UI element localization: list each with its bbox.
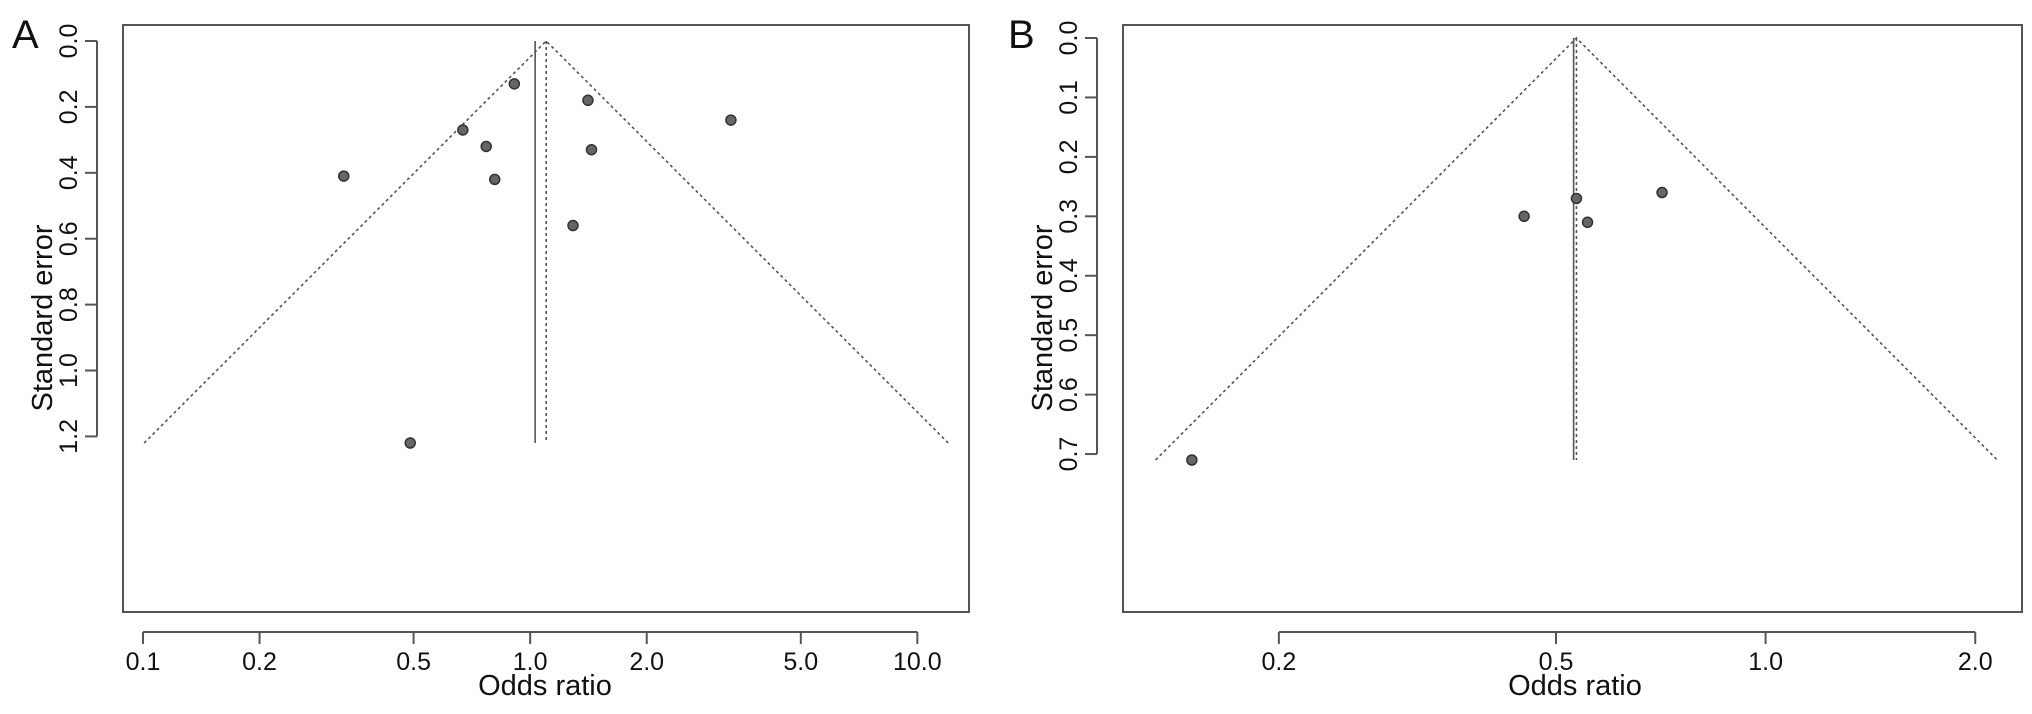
study-point: [1581, 216, 1594, 229]
y-tick-label: 1.2: [55, 419, 83, 454]
study-point: [582, 94, 594, 107]
x-tick-label: 0.1: [126, 648, 161, 676]
x-tick-label: 5.0: [783, 648, 818, 676]
y-axis-title-b: Standard error: [1027, 224, 1059, 411]
y-tick-label: 0.2: [1055, 139, 1083, 174]
y-axis-a: 0.0 0.2 0.4 0.6 0.8 1.0 1.2: [55, 24, 98, 454]
y-axis-title-a: Standard error: [27, 224, 59, 411]
y-tick-label: 1.0: [55, 353, 83, 388]
x-tick-label: 0.2: [242, 648, 277, 676]
study-point: [457, 124, 469, 136]
y-tick-label: 0.3: [1055, 199, 1083, 234]
study-point: [1518, 210, 1530, 223]
x-axis-b: 0.2 0.5 1.0 2.0: [1261, 631, 1993, 676]
y-tick-label: 0.7: [1055, 437, 1083, 472]
x-axis-title-b: Odds ratio: [1508, 670, 1642, 702]
study-point: [1656, 186, 1668, 199]
points-b: [1186, 186, 1668, 466]
panel-b: B 0.2 0.5 1.0 2.0 0.00.10.20.30.40.50.60.7 …: [1008, 13, 2023, 702]
plot-frame-a: [122, 24, 970, 613]
y-tick-label: 0.0: [55, 24, 83, 59]
study-point: [1186, 454, 1198, 466]
plot-frame-b: [1122, 24, 2023, 613]
x-tick-label: 2.0: [629, 648, 664, 676]
study-point: [585, 143, 598, 156]
x-tick-label: 2.0: [1958, 648, 1993, 676]
y-tick-label: 0.5: [1055, 318, 1083, 353]
x-tick-label: 1.0: [1748, 648, 1783, 676]
x-tick-label: 0.5: [1539, 648, 1574, 676]
y-tick-label: 0.8: [55, 287, 83, 322]
study-point: [488, 173, 501, 186]
study-point: [404, 437, 416, 449]
study-point: [1570, 192, 1583, 205]
x-tick-label: 0.5: [396, 648, 431, 676]
y-tick-label: 0.0: [1055, 21, 1083, 56]
panel-a: A 0.1 0.2 0.5 1.0 2.0 5.0 10.0 0.0 0.2 0.4 0.6 0.8…: [12, 13, 970, 702]
study-point: [567, 219, 579, 232]
points-a: [338, 78, 737, 449]
study-point: [480, 140, 492, 153]
y-tick-label: 0.4: [55, 155, 83, 190]
study-point: [725, 114, 737, 126]
funnel-a: [143, 39, 949, 444]
y-tick-label: 0.1: [1055, 80, 1083, 115]
funnel-b: [1155, 36, 1998, 461]
x-tick-label: 0.2: [1261, 648, 1296, 676]
study-point: [508, 78, 521, 90]
x-axis-a: 0.1 0.2 0.5 1.0 2.0 5.0 10.0: [126, 631, 942, 676]
x-axis-title-a: Odds ratio: [478, 670, 612, 702]
panel-label-a: A: [12, 13, 39, 57]
y-tick-label: 0.6: [1055, 377, 1083, 412]
study-point: [338, 170, 350, 182]
y-tick-label: 0.2: [55, 90, 83, 125]
panel-label-b: B: [1008, 13, 1035, 57]
y-tick-label: 0.4: [1055, 258, 1083, 293]
x-tick-label: 1.0: [513, 648, 548, 676]
x-tick-label: 10.0: [893, 648, 942, 676]
y-tick-label: 0.6: [55, 221, 83, 256]
y-axis-b: 0.0 0.1 0.2 0.3 0.4 0.5 0.6 0.7: [1055, 21, 1098, 472]
